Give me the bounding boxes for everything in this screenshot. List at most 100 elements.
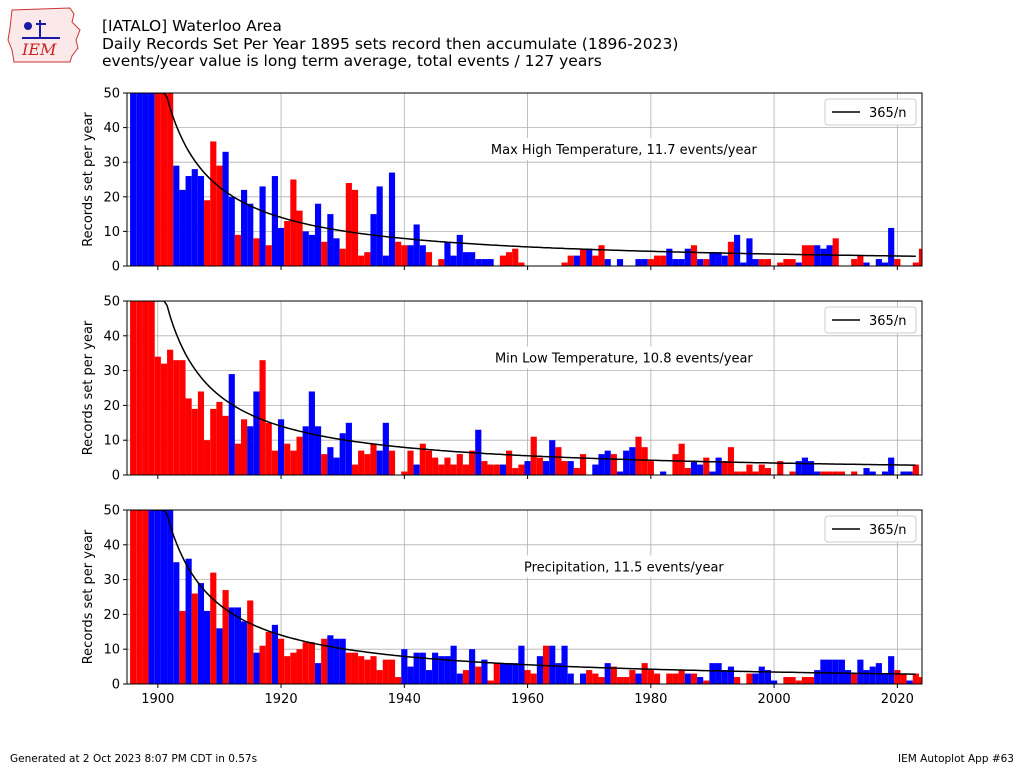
bar [894,259,901,266]
bar [512,663,519,684]
y-axis-label: Records set per year [81,320,96,455]
bar [136,510,143,684]
bar [290,179,297,266]
bar [912,673,919,684]
bar [715,663,722,684]
x-tick-label: 1920 [265,692,298,707]
bar [191,408,198,475]
bar [130,93,137,266]
bar [173,165,180,266]
bar [438,464,445,475]
bar [604,450,611,475]
bar [734,471,741,475]
bar [561,461,568,475]
x-tick-label: 1980 [634,692,667,707]
bar [382,422,389,475]
bar [666,673,673,684]
bar [179,360,186,475]
bar [894,670,901,684]
bar [660,255,667,266]
y-tick-label: 30 [103,156,120,171]
bar [130,510,137,684]
bar [857,659,864,684]
x-tick-label: 2020 [881,692,914,707]
bar [314,663,322,684]
bar [499,663,507,684]
y-axis-label: Records set per year [81,112,96,247]
bar [869,666,876,684]
bar [697,259,704,266]
bar [425,450,433,475]
bar [290,450,297,475]
bar [586,248,593,266]
bar [345,422,352,475]
bar [395,677,402,684]
bar [881,262,889,266]
bar [370,214,377,266]
bar [875,259,882,266]
series-line-365-n [151,301,916,466]
bar [401,245,408,266]
bar [247,600,254,684]
bar [351,189,359,266]
plot-frame [126,300,923,476]
bar [185,558,192,684]
bar [432,457,439,475]
bar [419,443,426,475]
series-line-365-n [151,510,916,675]
bar [598,677,605,684]
bar [561,262,568,266]
bar [678,443,685,475]
bar [820,248,827,266]
bar [814,471,821,475]
bar [807,461,815,475]
bar [296,210,303,266]
bar [413,464,420,475]
bar [826,471,833,475]
legend-box [824,98,917,126]
bar [888,656,895,684]
bar [228,607,235,684]
bar [265,245,272,266]
bar [616,259,624,266]
bar [567,461,574,475]
bar [573,468,580,475]
bar [888,227,895,266]
bar [432,652,439,684]
bar [339,248,346,266]
bar [191,593,198,684]
bar [142,93,149,266]
bar [672,454,679,475]
bar [678,670,685,684]
bar [801,677,808,684]
bar [419,652,426,684]
y-tick-label: 50 [103,504,120,519]
bar [444,457,451,475]
bar [820,659,827,684]
bar [912,464,919,475]
bar [950,256,956,266]
logo-text: IEM [21,40,57,59]
series-line-365-n [151,93,916,257]
footer-app: IEM Autoplot App #63 [898,753,1014,765]
bar [413,652,420,684]
panel-label-box [477,138,771,161]
bar [721,670,728,684]
y-tick-label: 0 [112,469,120,484]
bar [832,659,839,684]
bar [623,677,630,684]
bar [764,259,772,266]
bar [758,259,765,266]
bar [697,464,704,475]
bar [160,93,168,266]
bar [918,677,922,684]
bar [388,172,396,266]
bar [167,93,174,266]
bar [826,659,833,684]
y-tick-label: 10 [103,225,120,240]
x-tick-label: 1960 [511,692,544,707]
bar [598,454,605,475]
bar [653,673,661,684]
bar [456,454,463,475]
title-line-3: events/year value is long term average, … [102,52,602,70]
